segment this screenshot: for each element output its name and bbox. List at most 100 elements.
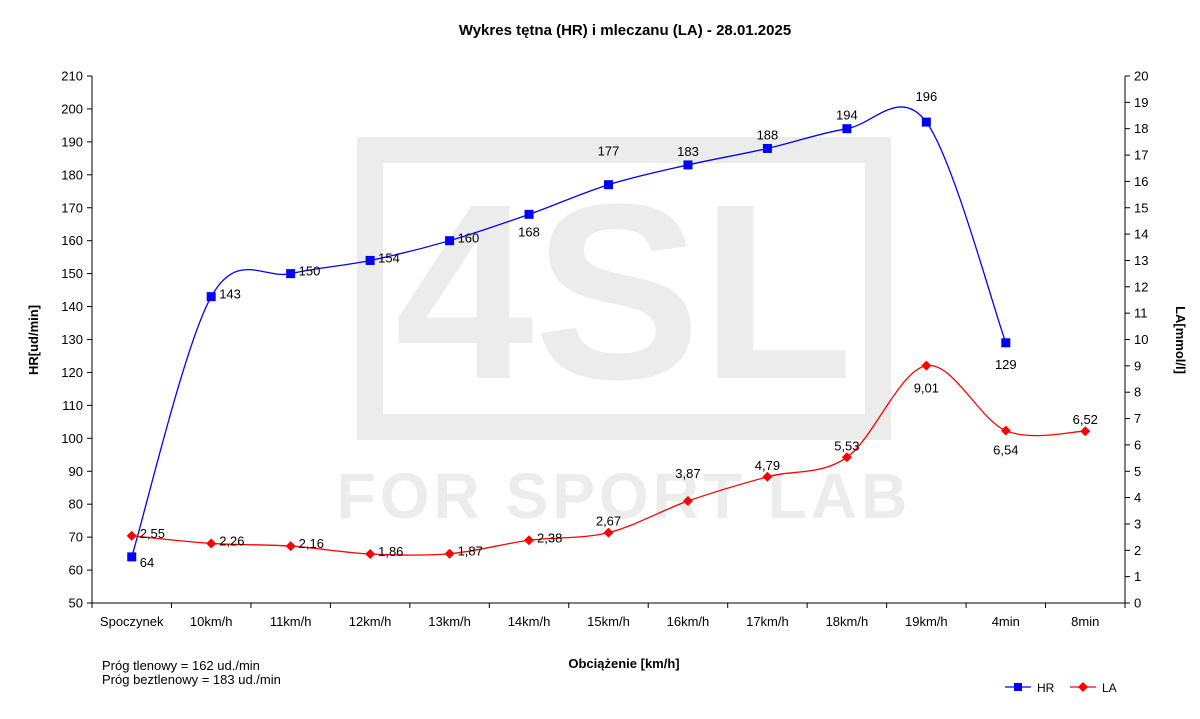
y2-tick-label: 1: [1134, 569, 1141, 584]
y-tick-label: 150: [61, 266, 83, 281]
y-axis-title: HR[ud/min]: [26, 305, 41, 375]
x-tick-label: 10km/h: [190, 614, 233, 629]
y-tick-label: 130: [61, 332, 83, 347]
watermark-text: FOR SPORT LAB: [337, 460, 912, 532]
legend-hr-label: HR: [1037, 681, 1055, 695]
x-tick-label: 19km/h: [905, 614, 948, 629]
y2-tick-label: 2: [1134, 543, 1141, 558]
y-tick-label: 80: [69, 497, 83, 512]
y2-tick-label: 8: [1134, 385, 1141, 400]
x-tick-label: 16km/h: [667, 614, 710, 629]
hr-point: [842, 124, 852, 134]
y2-tick-label: 16: [1134, 174, 1148, 189]
y2-tick-label: 18: [1134, 121, 1148, 136]
y-tick-label: 50: [69, 596, 83, 611]
y2-tick-label: 3: [1134, 516, 1141, 531]
hr-point: [365, 255, 375, 265]
hr-data-label: 64: [140, 555, 154, 570]
y-tick-label: 70: [69, 530, 83, 545]
watermark: 4SL FOR SPORT LAB: [337, 137, 912, 532]
hr-point: [127, 552, 137, 562]
y-tick-label: 140: [61, 299, 83, 314]
la-point: [603, 527, 614, 538]
x-tick-label: 4min: [992, 614, 1020, 629]
hr-point: [1001, 338, 1011, 348]
chart-title: Wykres tętna (HR) i mleczanu (LA) - 28.0…: [459, 22, 791, 39]
y2-axis-title: LA[mmol/l]: [1173, 306, 1188, 374]
la-data-label: 1,86: [378, 544, 403, 559]
hr-data-label: 183: [677, 144, 699, 159]
hr-data-label: 177: [598, 144, 620, 159]
y-tick-label: 200: [61, 101, 83, 116]
hr-point: [604, 180, 613, 190]
hr-data-label: 154: [378, 250, 400, 265]
hr-data-label: 160: [458, 231, 480, 246]
la-data-label: 9,01: [914, 381, 939, 396]
y2-tick-label: 12: [1134, 279, 1148, 294]
la-data-label: 2,67: [596, 514, 621, 529]
aerobic-threshold-note: Próg tlenowy = 162 ud./min: [102, 658, 260, 673]
y2-tick-label: 10: [1134, 332, 1148, 347]
x-tick-label: 15km/h: [587, 614, 630, 629]
hr-point: [206, 292, 216, 302]
watermark-logo: 4SL: [395, 152, 854, 431]
x-tick-label: 8min: [1071, 614, 1099, 629]
y-tick-label: 160: [61, 233, 83, 248]
la-data-label: 3,87: [675, 466, 700, 481]
y-tick-label: 180: [61, 167, 83, 182]
legend: HR LA: [1005, 681, 1117, 695]
watermark-frame: [357, 137, 891, 440]
y-tick-label: 90: [69, 464, 83, 479]
hr-point: [762, 143, 772, 153]
la-point: [762, 471, 773, 482]
x-axis-title: Obciążenie [km/h]: [568, 656, 679, 671]
hr-data-label: 143: [219, 287, 241, 302]
series-layer: 64 143 150 154 160 168 177 183 188 194 196 129 2,55 2…: [126, 89, 1098, 570]
y2-tick-label: 13: [1134, 253, 1148, 268]
la-data-label: 6,54: [993, 443, 1018, 458]
x-tick-label: 18km/h: [826, 614, 869, 629]
x-tick-label: 14km/h: [508, 614, 551, 629]
y2-tick-label: 9: [1134, 358, 1141, 373]
y2-tick-label: 0: [1134, 596, 1141, 611]
y2-tick-label: 15: [1134, 200, 1148, 215]
y-tick-label: 170: [61, 200, 83, 215]
y2-tick-label: 5: [1134, 464, 1141, 479]
la-point: [1000, 425, 1011, 436]
la-data-label: 1,87: [458, 544, 483, 559]
hr-series-line: [131, 106, 1007, 558]
la-point: [524, 535, 535, 546]
hr-data-label: 194: [836, 108, 858, 123]
y-tick-label: 190: [61, 134, 83, 149]
x-tick-label: 17km/h: [746, 614, 789, 629]
la-point: [682, 496, 693, 507]
la-point: [365, 548, 376, 559]
hr-point: [445, 236, 455, 246]
y2-tick-label: 4: [1134, 490, 1141, 505]
y2-tick-label: 11: [1134, 306, 1148, 321]
hr-data-label: 129: [995, 357, 1017, 372]
la-point: [1080, 426, 1091, 437]
x-axis-ticks: Spoczynek 10km/h 11km/h 12km/h 13km/h 14km/h 1…: [91, 603, 1126, 629]
y2-tick-label: 14: [1134, 227, 1148, 242]
hr-point: [524, 209, 534, 219]
x-tick-label: 13km/h: [428, 614, 471, 629]
y-tick-label: 120: [61, 365, 83, 380]
y-tick-label: 60: [69, 563, 83, 578]
legend-la-marker: [1078, 682, 1088, 692]
hr-point: [921, 117, 931, 127]
la-point: [285, 541, 296, 552]
left-axis-ticks: 50 60 70 80 90 100 110 120 130 140 150 160 170 180 190…: [61, 69, 92, 611]
y2-tick-label: 7: [1134, 411, 1141, 426]
la-data-label: 2,55: [140, 526, 165, 541]
x-tick-label: 12km/h: [349, 614, 392, 629]
legend-hr-marker: [1014, 683, 1022, 691]
y-tick-label: 210: [61, 69, 83, 84]
la-point: [444, 548, 455, 559]
legend-la-label: LA: [1102, 681, 1117, 695]
la-data-label: 5,53: [834, 438, 859, 453]
la-point: [126, 530, 137, 541]
la-data-label: 6,52: [1073, 412, 1098, 427]
